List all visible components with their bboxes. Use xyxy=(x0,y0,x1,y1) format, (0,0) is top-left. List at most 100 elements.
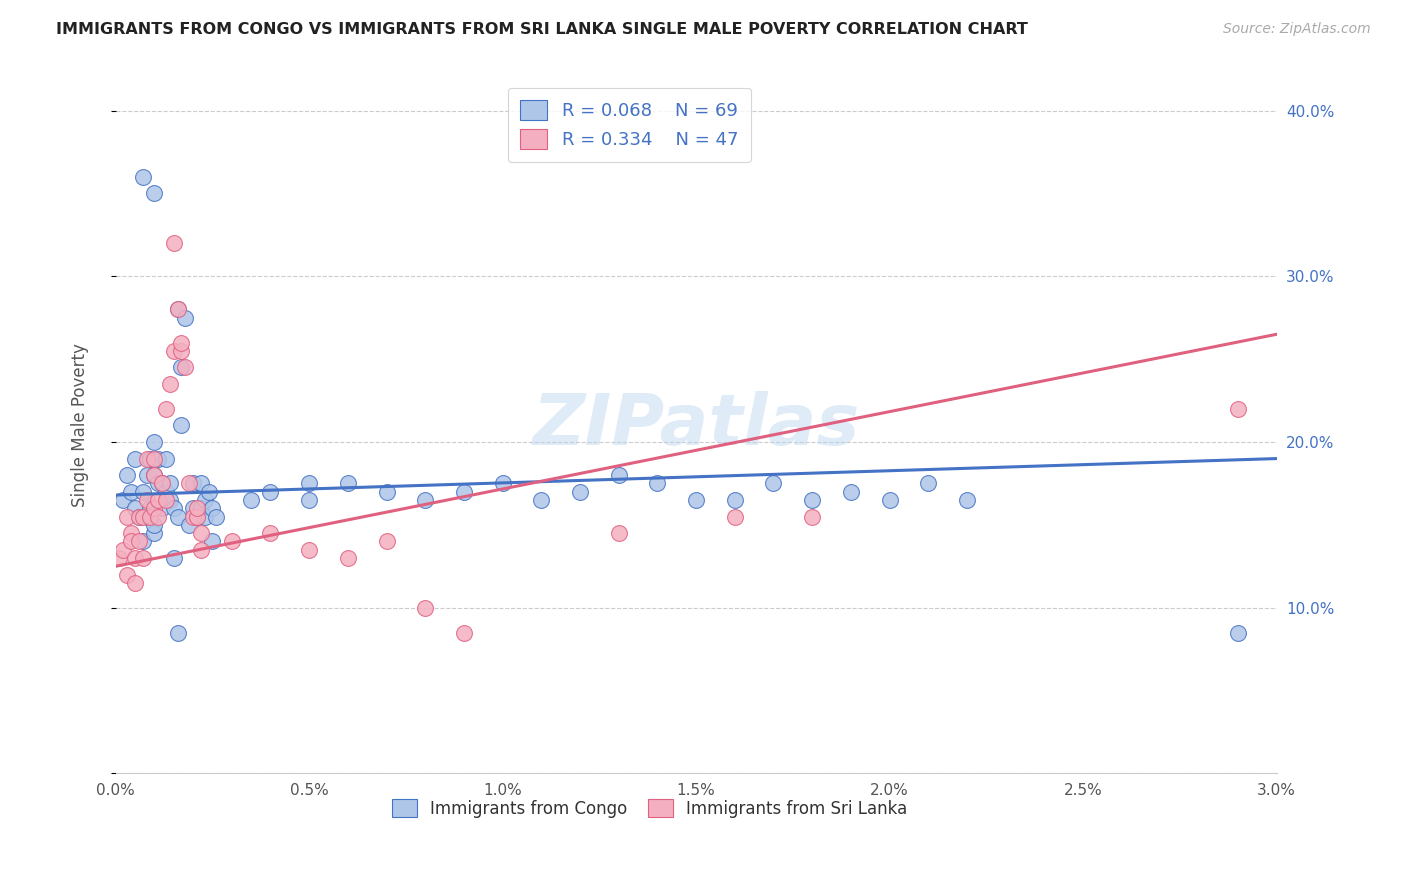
Point xyxy=(148,509,170,524)
Point xyxy=(135,509,157,524)
Point xyxy=(240,493,263,508)
Point xyxy=(132,484,155,499)
Point xyxy=(108,551,131,566)
Point xyxy=(186,509,208,524)
Point xyxy=(135,493,157,508)
Point xyxy=(298,493,321,508)
Point xyxy=(143,468,166,483)
Point xyxy=(124,575,146,590)
Point xyxy=(132,509,155,524)
Point xyxy=(170,360,193,375)
Point xyxy=(956,493,979,508)
Point xyxy=(453,625,475,640)
Point xyxy=(143,526,166,541)
Point xyxy=(413,600,436,615)
Legend: Immigrants from Congo, Immigrants from Sri Lanka: Immigrants from Congo, Immigrants from S… xyxy=(385,792,914,824)
Point xyxy=(135,468,157,483)
Point xyxy=(647,476,669,491)
Point xyxy=(179,517,201,532)
Point xyxy=(139,501,162,516)
Point xyxy=(115,509,138,524)
Point xyxy=(143,435,166,450)
Point xyxy=(143,186,166,201)
Point xyxy=(801,509,824,524)
Point xyxy=(163,236,186,251)
Point xyxy=(1226,625,1249,640)
Point xyxy=(190,542,212,557)
Point xyxy=(128,534,150,549)
Point xyxy=(174,310,197,325)
Point xyxy=(128,509,150,524)
Point xyxy=(143,451,166,466)
Point xyxy=(120,534,142,549)
Point xyxy=(685,493,707,508)
Text: Source: ZipAtlas.com: Source: ZipAtlas.com xyxy=(1223,22,1371,37)
Point xyxy=(205,509,228,524)
Point xyxy=(132,551,155,566)
Point xyxy=(298,476,321,491)
Point xyxy=(170,343,193,358)
Point xyxy=(1226,401,1249,416)
Point xyxy=(148,493,170,508)
Point xyxy=(166,625,188,640)
Point xyxy=(150,476,173,491)
Text: IMMIGRANTS FROM CONGO VS IMMIGRANTS FROM SRI LANKA SINGLE MALE POVERTY CORRELATI: IMMIGRANTS FROM CONGO VS IMMIGRANTS FROM… xyxy=(56,22,1028,37)
Point xyxy=(801,493,824,508)
Point xyxy=(163,551,186,566)
Point xyxy=(190,476,212,491)
Point xyxy=(163,501,186,516)
Point xyxy=(186,509,208,524)
Point xyxy=(569,484,592,499)
Point xyxy=(166,302,188,317)
Point xyxy=(607,468,630,483)
Point xyxy=(148,476,170,491)
Point xyxy=(724,509,747,524)
Point xyxy=(298,542,321,557)
Point xyxy=(259,484,281,499)
Point xyxy=(132,169,155,184)
Point xyxy=(166,509,188,524)
Point xyxy=(201,501,224,516)
Point xyxy=(143,468,166,483)
Point xyxy=(112,542,135,557)
Point xyxy=(139,451,162,466)
Text: ZIPatlas: ZIPatlas xyxy=(533,391,860,460)
Point xyxy=(190,526,212,541)
Point xyxy=(530,493,553,508)
Point xyxy=(139,509,162,524)
Point xyxy=(762,476,785,491)
Point xyxy=(194,509,217,524)
Point xyxy=(170,335,193,350)
Point xyxy=(124,501,146,516)
Point xyxy=(159,377,181,392)
Point xyxy=(166,302,188,317)
Point xyxy=(148,451,170,466)
Point xyxy=(159,476,181,491)
Point xyxy=(190,501,212,516)
Point xyxy=(132,534,155,549)
Point xyxy=(194,493,217,508)
Point xyxy=(413,493,436,508)
Point xyxy=(120,526,142,541)
Point xyxy=(124,451,146,466)
Point xyxy=(170,418,193,433)
Point xyxy=(128,509,150,524)
Point xyxy=(143,517,166,532)
Point xyxy=(259,526,281,541)
Point xyxy=(155,493,177,508)
Point xyxy=(115,468,138,483)
Point xyxy=(174,360,197,375)
Point xyxy=(879,493,901,508)
Point xyxy=(724,493,747,508)
Point xyxy=(155,401,177,416)
Point xyxy=(336,476,359,491)
Point xyxy=(186,501,208,516)
Point xyxy=(201,534,224,549)
Point xyxy=(120,484,142,499)
Point xyxy=(159,493,181,508)
Point xyxy=(375,484,398,499)
Point xyxy=(155,484,177,499)
Point xyxy=(179,476,201,491)
Point xyxy=(150,476,173,491)
Point xyxy=(336,551,359,566)
